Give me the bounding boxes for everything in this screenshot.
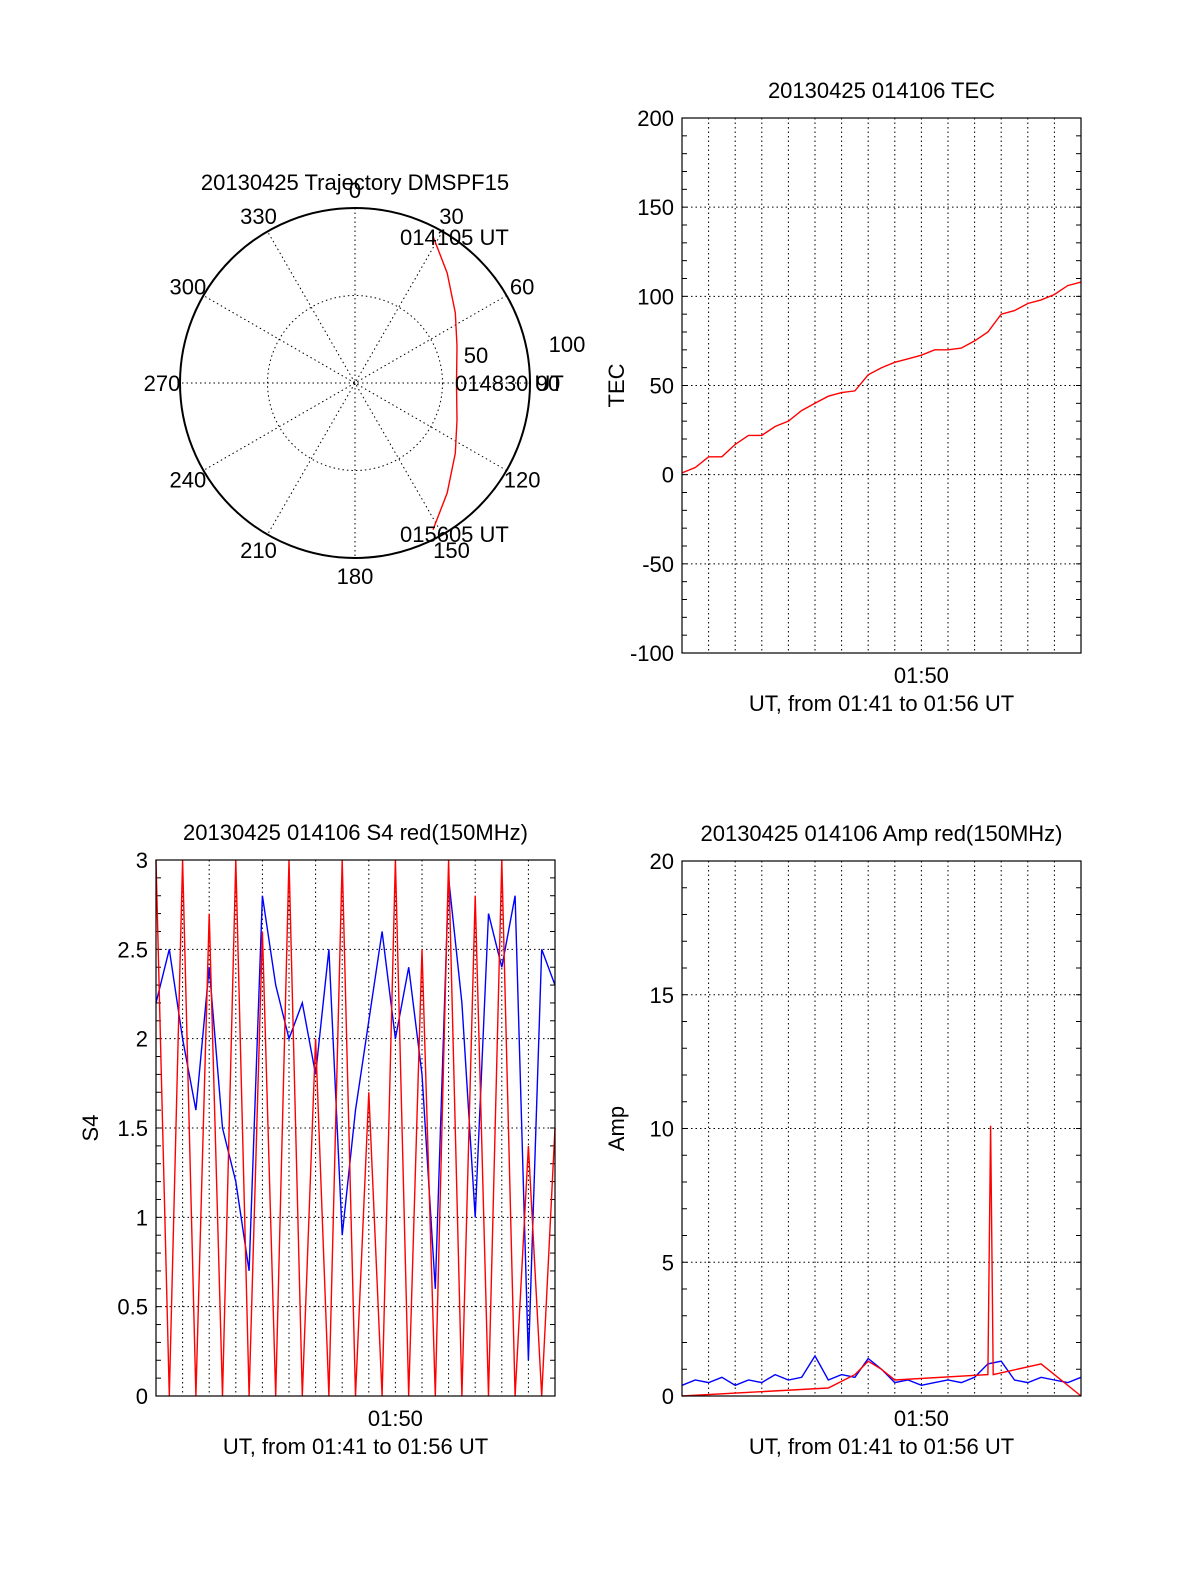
tec-ytick-label: 200 (637, 106, 674, 131)
trajectory-end-label: 015605 UT (400, 522, 509, 547)
amp-xtick-label: 01:50 (894, 1406, 949, 1431)
polar-radial-label-50: 50 (464, 343, 488, 368)
s4-ytick-label: 1 (136, 1205, 148, 1230)
amp-ytick-label: 0 (662, 1384, 674, 1409)
polar-inner-circle (267, 295, 443, 471)
polar-angle-label: 0 (349, 178, 361, 203)
polar-angle-label: 120 (504, 468, 541, 493)
tec-title: 20130425 014106 TEC (768, 78, 995, 103)
tec-ytick-label: -100 (630, 641, 674, 666)
s4-ylabel: S4 (78, 1115, 103, 1142)
amp-ylabel: Amp (604, 1106, 629, 1151)
tec-ylabel: TEC (604, 363, 629, 407)
amp-ytick-label: 20 (650, 849, 674, 874)
polar-angle-label: 210 (240, 538, 277, 563)
amp-title: 20130425 014106 Amp red(150MHz) (700, 821, 1062, 846)
amp-series-blue (681, 1354, 1082, 1387)
s4-ytick-label: 1.5 (117, 1116, 148, 1141)
s4-plot-frame (155, 859, 556, 1397)
polar-angle-label: 240 (170, 468, 207, 493)
polar-angle-label: 300 (170, 275, 207, 300)
amp-ytick-label: 5 (662, 1250, 674, 1275)
tec-plot-frame (681, 117, 1082, 654)
polar-angle-label: 60 (510, 275, 534, 300)
polar-radial-label-100: 100 (549, 332, 586, 357)
amp-plot-frame (681, 860, 1082, 1397)
s4-xtick-label: 01:50 (368, 1406, 423, 1431)
s4-ytick-label: 2 (136, 1027, 148, 1052)
tec-xlabel: UT, from 01:41 to 01:56 UT (749, 691, 1014, 716)
s4-ytick-label: 3 (136, 848, 148, 873)
amp-ytick-label: 15 (650, 983, 674, 1008)
tec-ytick-label: -50 (642, 552, 674, 577)
polar-trajectory-chart: 20130425 Trajectory DMSPF15 0 30 60 90 120 15… (144, 170, 586, 589)
tec-ytick-label: 50 (650, 374, 674, 399)
tec-xtick-label: 01:50 (894, 663, 949, 688)
amp-series-red (681, 1125, 1082, 1397)
tec-ytick-label: 0 (662, 463, 674, 488)
tec-ytick-label: 100 (637, 284, 674, 309)
polar-angle-label: 270 (144, 371, 181, 396)
polar-angle-label: 150 (433, 538, 470, 563)
polar-angle-label: 30 (439, 204, 463, 229)
polar-trajectory-line (432, 235, 458, 531)
s4-xlabel: UT, from 01:41 to 01:56 UT (223, 1434, 488, 1459)
trajectory-mid-label: 014830 UT (455, 371, 564, 396)
tec-chart: 20130425 014106 TEC 200 150 100 50 0 -50 -100 01… (604, 78, 1082, 716)
amp-ytick-label: 10 (650, 1117, 674, 1142)
s4-ytick-label: 0 (136, 1384, 148, 1409)
tec-ytick-label: 150 (637, 195, 674, 220)
trajectory-start-label: 014105 UT (400, 225, 509, 250)
polar-angle-label: 330 (240, 204, 277, 229)
s4-ytick-label: 2.5 (117, 937, 148, 962)
polar-title: 20130425 Trajectory DMSPF15 (201, 170, 509, 195)
s4-ytick-label: 0.5 (117, 1295, 148, 1320)
tec-series-line (681, 281, 1082, 474)
polar-angle-label: 180 (337, 564, 374, 589)
s4-series-blue (155, 877, 556, 1361)
amp-chart: 20130425 014106 Amp red(150MHz) 20 15 10 5 0 0… (604, 821, 1082, 1459)
polar-angle-label: 90 (536, 371, 560, 396)
s4-title: 20130425 014106 S4 red(150MHz) (183, 820, 528, 845)
amp-xlabel: UT, from 01:41 to 01:56 UT (749, 1434, 1014, 1459)
polar-angle-labels: 0 30 60 90 120 150 180 210 240 270 300 330 (144, 178, 561, 589)
s4-chart: 20130425 014106 S4 red(150MHz) 3 2.5 2 1.5 1 0… (78, 820, 556, 1459)
